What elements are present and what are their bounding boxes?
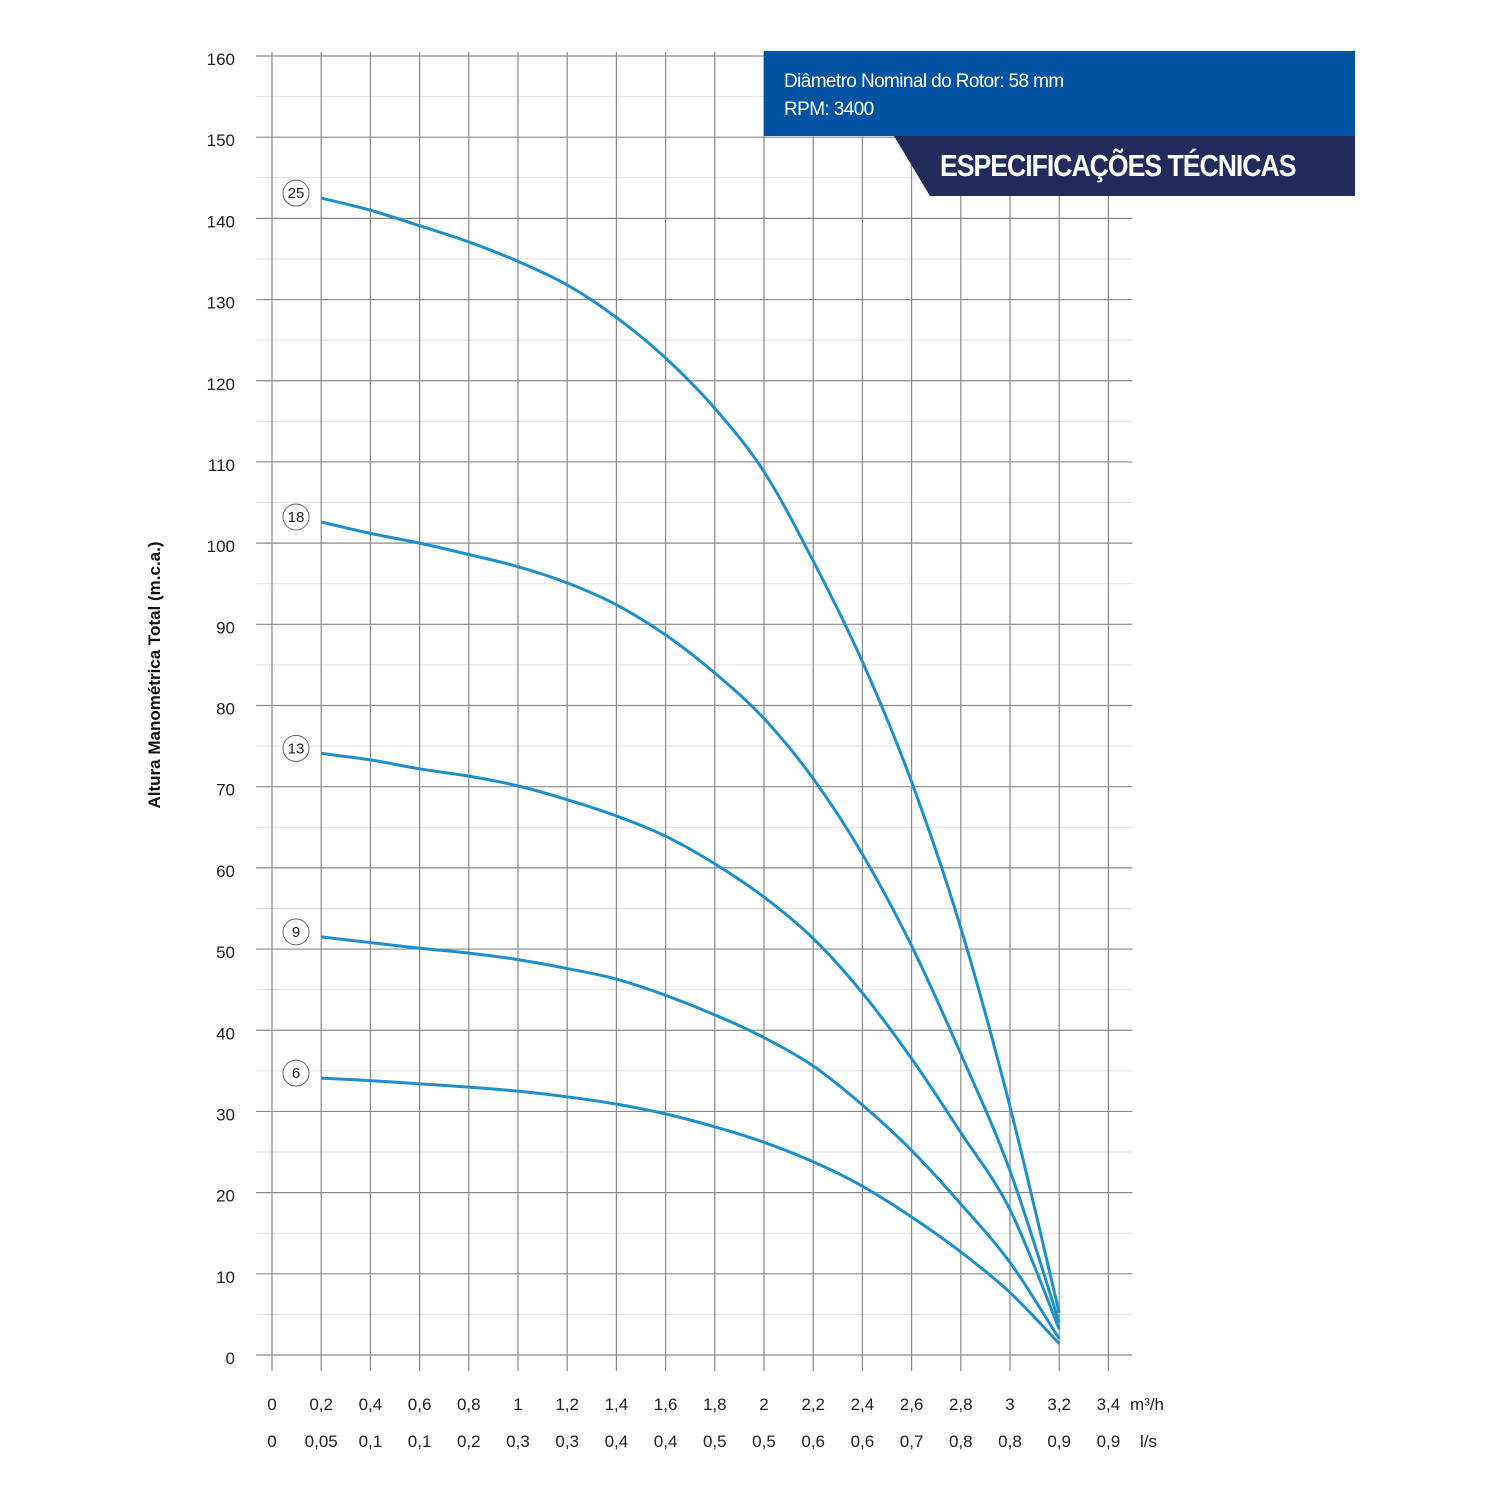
grid-major — [256, 52, 1133, 1371]
rpm-text: RPM: 3400 — [784, 99, 874, 120]
y-tick-label: 100 — [207, 537, 235, 556]
curve-label-circle — [282, 918, 310, 946]
x-tick-label-m3h: 2,6 — [900, 1395, 924, 1414]
x-tick-label-m3h: 0,2 — [309, 1395, 333, 1414]
curve-label-circle — [282, 179, 310, 207]
x-tick-label-m3h: 1,4 — [605, 1395, 629, 1414]
y-tick-label: 60 — [216, 862, 235, 881]
curve-label-6: 6 — [292, 1065, 300, 1082]
curve-13 — [321, 751, 1061, 1330]
x-tick-label-m3h: 0,6 — [408, 1395, 432, 1414]
curve-18 — [320, 520, 1061, 1323]
curve-label-25: 25 — [288, 185, 305, 202]
y-tick-label: 40 — [216, 1024, 235, 1043]
y-tick-label: 160 — [207, 50, 235, 69]
y-tick-label: 0 — [226, 1349, 235, 1368]
x-tick-label-ls: 0,05 — [305, 1432, 338, 1451]
x-tick-label-m3h: 1 — [513, 1395, 522, 1414]
x-tick-label-m3h: 0 — [267, 1395, 276, 1414]
x-tick-label-ls: 0 — [267, 1432, 276, 1451]
y-tick-label: 120 — [207, 375, 235, 394]
x-tick-label-ls: 0,6 — [851, 1432, 875, 1451]
x-tick-label-ls: 0,1 — [408, 1432, 432, 1451]
x-unit-ls: l/s — [1140, 1432, 1157, 1451]
y-tick-label: 30 — [216, 1105, 235, 1124]
y-axis-label: Altura Manométrica Total (m.c.a.) — [145, 541, 164, 808]
x-tick-label-ls: 0,3 — [506, 1432, 530, 1451]
grid-minor — [256, 96, 1133, 1315]
curve-label-circle — [282, 734, 310, 762]
x-tick-label-m3h: 3 — [1005, 1395, 1014, 1414]
y-tick-label: 140 — [207, 212, 235, 231]
curve-label-circle — [282, 1059, 310, 1087]
x-tick-label-ls: 0,9 — [1047, 1432, 1071, 1451]
y-tick-label: 80 — [216, 700, 235, 719]
x-tick-label-ls: 0,4 — [605, 1432, 629, 1451]
x-axis-ticks: 0 0 0,2 0,05 0,4 0,1 0,6 0,1 0,8 0,2 1 0,3 1,2 0,3 1,4… — [267, 1395, 1164, 1451]
x-tick-label-ls: 0,6 — [801, 1432, 825, 1451]
x-tick-label-m3h: 2,2 — [801, 1395, 825, 1414]
x-tick-label-m3h: 3,2 — [1047, 1395, 1071, 1414]
x-tick-label-m3h: 1,6 — [654, 1395, 678, 1414]
curve-6 — [321, 1076, 1061, 1345]
curve-label-13: 13 — [288, 740, 305, 757]
y-tick-label: 110 — [208, 456, 235, 475]
x-tick-label-ls: 0,8 — [949, 1432, 973, 1451]
x-tick-label-m3h: 2,4 — [851, 1395, 875, 1414]
x-tick-label-ls: 0,2 — [457, 1432, 481, 1451]
x-tick-label-m3h: 1,8 — [703, 1395, 727, 1414]
y-tick-label: 150 — [207, 131, 235, 150]
curve-25 — [320, 196, 1061, 1314]
y-tick-label: 130 — [207, 294, 235, 313]
x-tick-label-m3h: 2,8 — [949, 1395, 973, 1414]
x-tick-label-ls: 0,8 — [998, 1432, 1022, 1451]
x-tick-label-ls: 0,7 — [900, 1432, 924, 1451]
banner-label: ESPECIFICAÇÕES TÉCNICAS — [940, 148, 1297, 183]
x-unit-m3h: m³/h — [1130, 1395, 1164, 1414]
x-tick-label-ls: 0,9 — [1097, 1432, 1121, 1451]
x-tick-label-m3h: 1,2 — [555, 1395, 579, 1414]
y-axis-ticks: 0 10 20 30 40 50 60 70 80 90 100 110 120 130 140 150 160 — [207, 50, 235, 1368]
performance-curves — [320, 196, 1061, 1345]
y-tick-label: 70 — [216, 781, 235, 800]
x-tick-label-ls: 0,1 — [359, 1432, 383, 1451]
x-tick-label-ls: 0,4 — [654, 1432, 678, 1451]
y-tick-label: 50 — [216, 943, 235, 962]
y-tick-label: 20 — [216, 1187, 235, 1206]
x-tick-label-m3h: 0,8 — [457, 1395, 481, 1414]
x-tick-label-ls: 0,3 — [555, 1432, 579, 1451]
technical-specs-banner: ESPECIFICAÇÕES TÉCNICAS — [894, 136, 1355, 196]
x-tick-label-m3h: 0,4 — [359, 1395, 383, 1414]
y-tick-label: 90 — [216, 618, 235, 637]
curve-labels: 25 18 13 9 6 — [282, 179, 310, 1087]
y-tick-label: 10 — [216, 1268, 235, 1287]
x-tick-label-ls: 0,5 — [703, 1432, 727, 1451]
curve-label-9: 9 — [292, 924, 300, 941]
curve-9 — [321, 935, 1061, 1340]
rotor-diameter-text: Diâmetro Nominal do Rotor: 58 mm — [784, 71, 1064, 92]
x-tick-label-ls: 0,5 — [752, 1432, 776, 1451]
curve-label-18: 18 — [288, 509, 305, 526]
curve-label-circle — [282, 503, 310, 531]
x-tick-label-m3h: 2 — [759, 1395, 768, 1414]
spec-info-box: Diâmetro Nominal do Rotor: 58 mm RPM: 34… — [764, 51, 1355, 136]
x-tick-label-m3h: 3,4 — [1097, 1395, 1121, 1414]
